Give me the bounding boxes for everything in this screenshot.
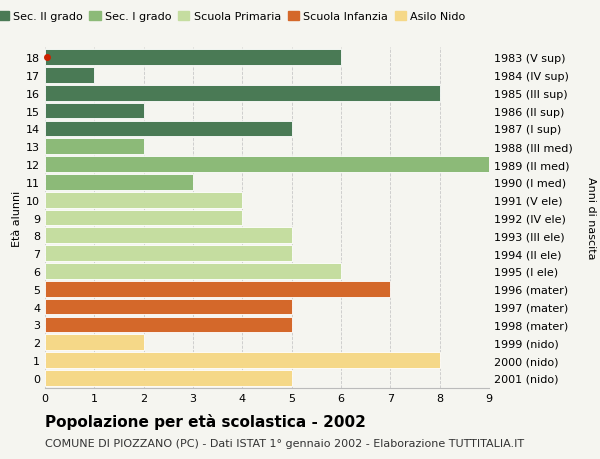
Bar — [45, 228, 292, 244]
Bar — [45, 246, 292, 262]
Bar — [45, 192, 242, 208]
Legend: Sec. II grado, Sec. I grado, Scuola Primaria, Scuola Infanzia, Asilo Nido: Sec. II grado, Sec. I grado, Scuola Prim… — [0, 10, 468, 24]
Bar — [45, 139, 143, 155]
Bar — [45, 370, 292, 386]
Y-axis label: Età alunni: Età alunni — [12, 190, 22, 246]
Text: COMUNE DI PIOZZANO (PC) - Dati ISTAT 1° gennaio 2002 - Elaborazione TUTTITALIA.I: COMUNE DI PIOZZANO (PC) - Dati ISTAT 1° … — [45, 438, 524, 448]
Bar — [45, 103, 143, 119]
Bar — [45, 157, 489, 173]
Bar — [45, 335, 143, 350]
Bar — [45, 281, 391, 297]
Bar — [45, 50, 341, 66]
Bar — [45, 68, 94, 84]
Y-axis label: Anni di nascita: Anni di nascita — [587, 177, 596, 259]
Bar — [45, 299, 292, 315]
Bar — [45, 174, 193, 190]
Text: Popolazione per età scolastica - 2002: Popolazione per età scolastica - 2002 — [45, 413, 366, 429]
Bar — [45, 210, 242, 226]
Bar — [45, 263, 341, 279]
Bar — [45, 317, 292, 333]
Bar — [45, 86, 440, 101]
Bar — [45, 121, 292, 137]
Bar — [45, 353, 440, 368]
